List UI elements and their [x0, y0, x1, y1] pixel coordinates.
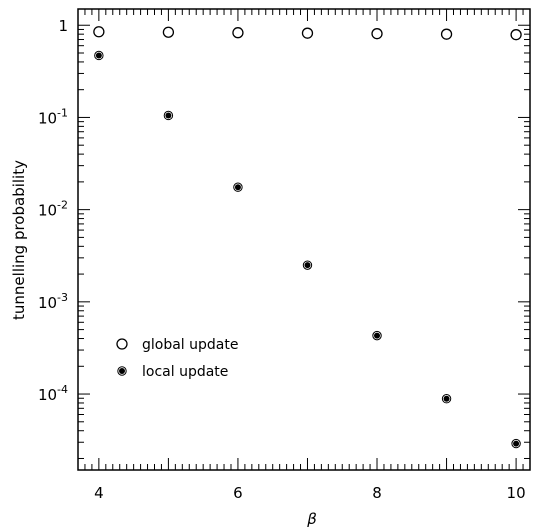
y-axis-label: tunnelling probability — [10, 160, 28, 320]
y-tick-label: 10-2 — [38, 199, 68, 220]
legend-global-label: global update — [142, 337, 238, 353]
local-update-point — [513, 440, 520, 447]
x-tick-label: 6 — [233, 484, 243, 502]
plot-frame — [77, 8, 531, 471]
y-tick-label: 10-4 — [38, 383, 68, 404]
y-tick-label: 10-3 — [38, 291, 68, 312]
y-tick-label: 1 — [58, 17, 68, 35]
tick-labels: 4 6 8 10 1 10-1 10-2 10-3 10-4 — [38, 17, 526, 502]
legend-global-marker — [116, 338, 128, 350]
global-update-point — [510, 29, 522, 41]
x-tick-label: 4 — [94, 484, 104, 502]
global-update-point — [232, 27, 244, 39]
legend: global update local update — [116, 337, 238, 380]
local-update-point — [234, 184, 241, 191]
x-tick-label: 8 — [372, 484, 382, 502]
global-update-point — [93, 26, 105, 38]
local-update-point — [165, 112, 172, 119]
legend-local-marker-dot — [119, 368, 125, 374]
data-points — [93, 26, 522, 449]
local-update-point — [374, 332, 381, 339]
axis-ticks — [77, 9, 531, 470]
local-update-point — [443, 395, 450, 402]
global-update-point — [162, 26, 175, 38]
x-axis-label: β — [306, 510, 317, 528]
x-tick-label: 10 — [507, 484, 526, 502]
local-update-point — [95, 52, 102, 59]
global-update-point — [301, 27, 314, 39]
legend-local-label: local update — [142, 364, 228, 380]
local-update-point — [304, 262, 311, 269]
y-tick-label: 10-1 — [38, 106, 68, 127]
global-update-point — [440, 28, 453, 40]
global-update-point — [371, 28, 383, 40]
